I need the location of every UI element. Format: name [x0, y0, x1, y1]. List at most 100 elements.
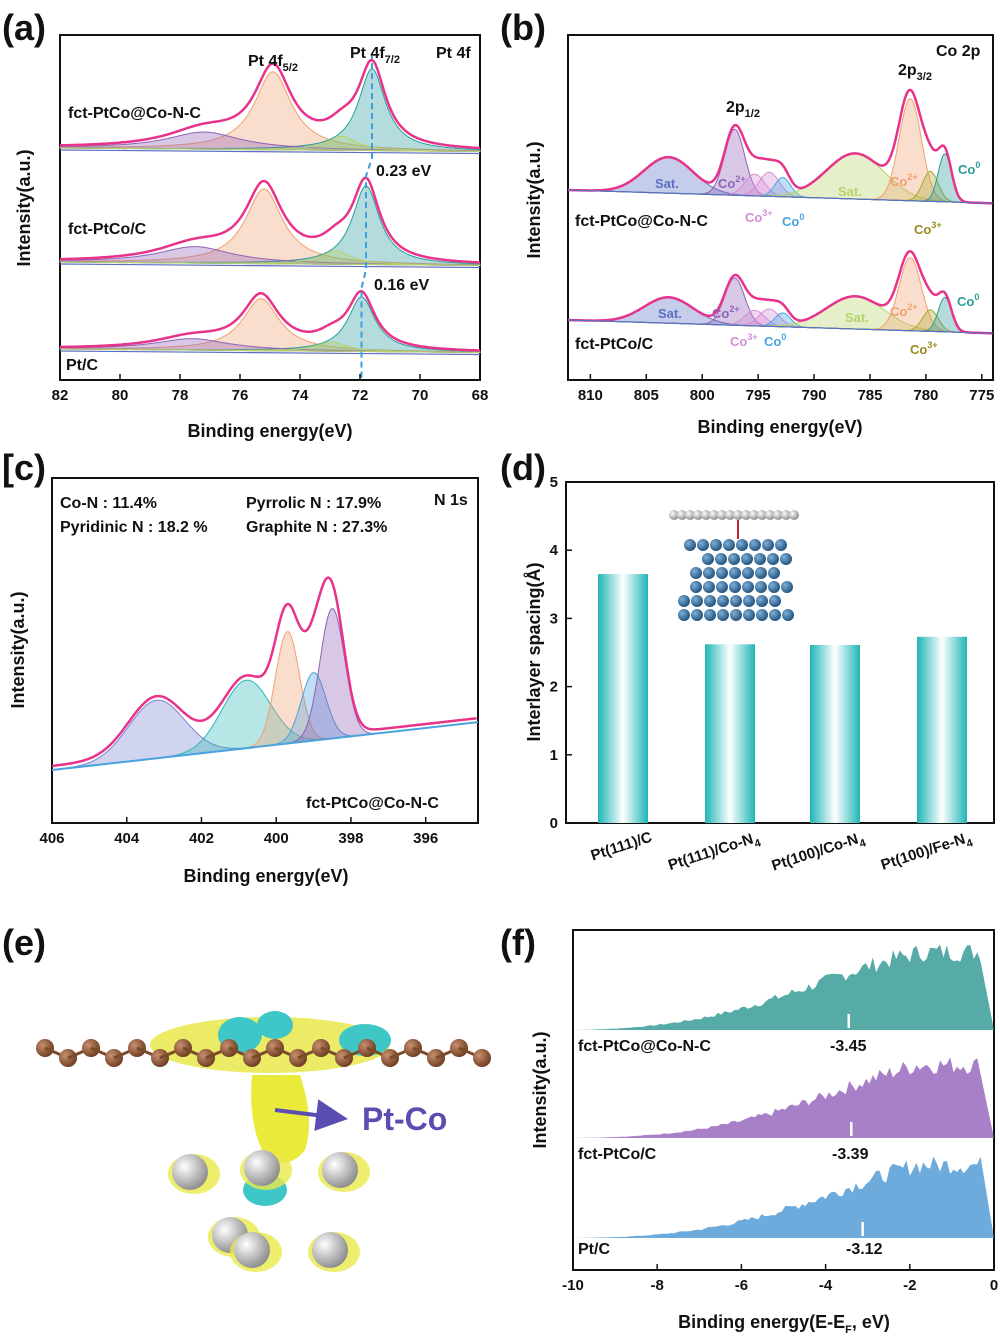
panel-f-tick-label: -6	[735, 1277, 748, 1294]
panel-b-chart: 810 805 800 795 790 785 780 775 Binding energy(…	[524, 34, 994, 437]
inset-pt-atom	[684, 539, 696, 551]
inset-carbon-atom	[669, 510, 679, 520]
panel-d-category-3: Pt(100)/Fe-N4	[879, 828, 975, 877]
panel-d-ticks: 0 1 2 3 4 5	[550, 474, 572, 832]
panel-b-envelope-1	[568, 250, 993, 335]
panel-f-areas	[573, 944, 994, 1238]
panel-b-tick-label: 785	[857, 387, 882, 404]
inset-pt-atom	[729, 567, 741, 579]
inset-pt-atom	[697, 539, 709, 551]
panel-d-category-1: Pt(111)/Co-N4	[666, 828, 763, 877]
panel-a-component-2-0	[59, 298, 481, 354]
isosurface-stem	[251, 1075, 309, 1163]
inset-pt-atom	[717, 595, 729, 607]
pt-co-cluster	[168, 1150, 370, 1272]
inset-pt-atom	[730, 595, 742, 607]
pt4f72-sub: 7/2	[385, 54, 400, 66]
panel-a-series-3: Pt/C	[66, 357, 98, 374]
inset-pt-atom	[768, 567, 780, 579]
inset-pt-atom	[728, 553, 740, 565]
inset-carbon-atom	[677, 510, 687, 520]
panel-a-baseline-1	[59, 263, 481, 269]
panel-a-component-1-3	[59, 250, 481, 267]
panel-d-tick-label: 2	[550, 679, 558, 696]
panel-b-component-label: Co3+	[730, 332, 758, 349]
inset-pt-atom	[781, 581, 793, 593]
panel-b-xlabel: Binding energy(eV)	[697, 417, 862, 437]
panel-label-c: [c)	[2, 447, 46, 488]
panel-d-tick-label: 3	[550, 610, 558, 627]
panel-label-e: (e)	[2, 922, 46, 963]
panel-f-series-1: fct-PtCo@Co-N-C	[578, 1038, 711, 1055]
dband-label-2: -3.39	[832, 1146, 869, 1163]
panel-b-series-1: fct-PtCo@Co-N-C	[575, 213, 708, 230]
inset-pt-atom	[716, 581, 728, 593]
graphene-sheet	[36, 1039, 491, 1067]
panel-b-title: Co 2p	[936, 43, 981, 60]
panel-d-tick-label: 4	[550, 542, 559, 559]
inset-pt-atom	[729, 581, 741, 593]
panel-a-envelope-0	[60, 58, 480, 150]
panel-d-bar-1	[705, 644, 755, 823]
inset-pt-atom	[691, 609, 703, 621]
panel-a-component-0-0	[59, 71, 481, 153]
pt4f52-text: Pt 4f	[248, 53, 283, 70]
panel-a-component-1-0	[59, 188, 481, 267]
inset-pt-atom	[703, 581, 715, 593]
panel-d-bar-0	[598, 574, 648, 823]
inset-pt-atom	[715, 553, 727, 565]
panel-f-xlabel-main: Binding energy(E-E	[678, 1312, 845, 1332]
p12-text: 2p	[726, 99, 745, 116]
panel-b-component-label: Sat.	[655, 176, 679, 191]
panel-d-category-2: Pt(100)/Co-N4	[770, 828, 869, 878]
inset-pt-atom	[678, 609, 690, 621]
panel-c-frame	[51, 477, 479, 824]
panel-b-component-label: Co2+	[712, 304, 740, 321]
pt-co-arrow	[274, 1099, 348, 1131]
inset-carbon-atom	[709, 510, 719, 520]
panel-c-ticks: 406 404 402 400 398 396	[39, 817, 438, 847]
panel-e-charge-density: Pt-Co	[36, 1011, 491, 1272]
panel-c-tick-label: 402	[189, 830, 214, 847]
panel-a-envelope-1	[59, 176, 481, 264]
panel-b-series-2: fct-PtCo/C	[575, 336, 654, 353]
panel-a-baseline-0	[59, 149, 481, 155]
panel-c-baseline	[51, 721, 479, 771]
panel-a-component-0-3	[59, 135, 481, 153]
inset-pt-atom	[710, 539, 722, 551]
pt4f52-sub: 5/2	[283, 62, 298, 74]
panel-f-series-2: fct-PtCo/C	[578, 1146, 657, 1163]
panel-f-chart: -10 -8 -6 -4 -2 0 Binding energy(E-EF, eV) In…	[530, 929, 998, 1336]
pt-atom	[172, 1154, 208, 1190]
panel-d-tick-label: 5	[550, 474, 558, 491]
panel-a-frame	[59, 34, 481, 381]
inset-pt-atom	[703, 567, 715, 579]
panel-a-series-1: fct-PtCo@Co-N-C	[68, 105, 201, 122]
panel-a-series-2: fct-PtCo/C	[68, 221, 147, 238]
inset-carbon-atom	[701, 510, 711, 520]
panel-c-ylabel: Intensity(a.u.)	[8, 591, 28, 708]
inset-pt-atom	[730, 609, 742, 621]
panel-c-envelope	[51, 576, 477, 768]
legend-pyridinic: Pyridinic N : 18.2 %	[60, 519, 208, 536]
panel-a-chart: 82 80 78 76 74 72 70 68 Binding energy(eV) Inte…	[14, 34, 488, 441]
panel-f-area-0	[573, 944, 994, 1030]
panel-b-component-label: Co0	[764, 332, 786, 349]
panel-f-area-2	[573, 1156, 994, 1238]
dband-label-3: -3.12	[846, 1241, 883, 1258]
panel-d-bar-2	[810, 644, 860, 823]
p32-text: 2p	[898, 62, 917, 79]
panel-f-tick-label: -10	[562, 1277, 584, 1294]
panel-b-component-label: Co3+	[910, 340, 938, 357]
panel-b-tick-label: 800	[690, 387, 715, 404]
panel-b-curves	[567, 88, 994, 335]
inset-pt-cluster	[678, 539, 794, 621]
pt-atom	[234, 1232, 270, 1268]
panel-b-frame	[567, 34, 994, 381]
panel-d-tick-label: 0	[550, 815, 558, 832]
panel-c-tick-label: 400	[264, 830, 289, 847]
panel-f-area-1	[573, 1057, 994, 1138]
legend-pyrrolic: Pyrrolic N : 17.9%	[246, 495, 381, 512]
inset-pt-atom	[717, 609, 729, 621]
